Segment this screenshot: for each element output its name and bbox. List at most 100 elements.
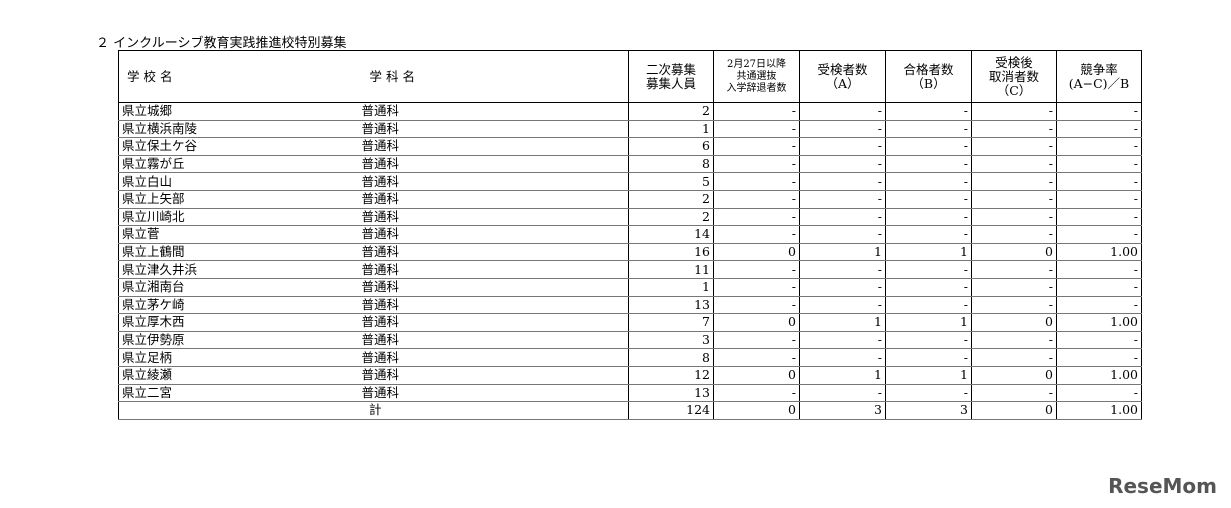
cell: 普通科 xyxy=(361,384,629,403)
cell: 1 xyxy=(799,313,886,332)
cell: 0 xyxy=(971,401,1057,420)
header-line: 入学辞退者数 xyxy=(726,82,787,94)
cell: - xyxy=(1056,384,1142,403)
cell: - xyxy=(971,190,1057,209)
table-row: 県立茅ケ崎 普通科 13- - - - - xyxy=(118,296,1142,315)
cell: 124 xyxy=(628,401,714,420)
cell: - xyxy=(713,137,800,156)
table-row: 県立霧が丘 普通科 8- - - - - xyxy=(118,155,1142,174)
header-line: 競争率 xyxy=(1080,61,1118,77)
cell: - xyxy=(713,102,800,121)
table-row: 県立上鶴間 普通科 16 0 1 1 0 1.00 xyxy=(118,243,1142,262)
cell: 普通科 xyxy=(361,260,629,279)
cell: 11 xyxy=(628,260,714,279)
cell: - xyxy=(799,278,886,297)
cell: 普通科 xyxy=(361,243,629,262)
cell: - xyxy=(885,190,972,209)
table-row: 県立二宮 普通科 13- - - - - xyxy=(118,384,1142,403)
cell: 県立湘南台 xyxy=(118,278,362,297)
cell: - xyxy=(885,260,972,279)
table-row: 県立横浜南陵 普通科 1- - - - - xyxy=(118,120,1142,139)
cell: - xyxy=(885,278,972,297)
cell: 普通科 xyxy=(361,348,629,367)
cell: 普通科 xyxy=(361,102,629,121)
header-line: （B） xyxy=(911,75,946,91)
cell: 1.00 xyxy=(1056,366,1142,385)
cell: - xyxy=(1056,296,1142,315)
cell: 県立白山 xyxy=(118,172,362,191)
cell: - xyxy=(1056,172,1142,191)
cell: 県立伊勢原 xyxy=(118,331,362,350)
cell: 県立津久井浜 xyxy=(118,260,362,279)
cell: - xyxy=(1056,155,1142,174)
cell: 普通科 xyxy=(361,155,629,174)
header-cell: 合格者数 （B） xyxy=(885,50,972,103)
cell: 県立二宮 xyxy=(118,384,362,403)
header-cell: 受検後 取消者数 （C） xyxy=(971,50,1057,103)
header-line: 学 校 名 xyxy=(127,68,173,84)
cell: 0 xyxy=(713,313,800,332)
cell: - xyxy=(713,348,800,367)
cell: 県立厚木西 xyxy=(118,313,362,332)
header-cell: 二次募集 募集人員 xyxy=(628,50,714,103)
cell: - xyxy=(799,208,886,227)
cell: 13 xyxy=(628,296,714,315)
table-row: 県立白山 普通科 5- - - - - xyxy=(118,172,1142,191)
header-line: 受検後 xyxy=(995,54,1033,70)
header-cell: 競争率 (A−C)／B xyxy=(1056,50,1142,103)
cell: 5 xyxy=(628,172,714,191)
cell: 1 xyxy=(885,243,972,262)
cell: - xyxy=(799,155,886,174)
cell: - xyxy=(971,348,1057,367)
cell: 3 xyxy=(628,331,714,350)
header-line: 合格者数 xyxy=(903,61,954,77)
cell: 普通科 xyxy=(361,278,629,297)
cell: - xyxy=(885,331,972,350)
cell: - xyxy=(885,384,972,403)
cell: 0 xyxy=(971,313,1057,332)
table-row: 県立足柄 普通科 8- - - - - xyxy=(118,348,1142,367)
cell: 1.00 xyxy=(1056,313,1142,332)
cell: - xyxy=(713,331,800,350)
cell: - xyxy=(971,331,1057,350)
watermark: ReseMom xyxy=(1108,474,1217,498)
table-row: 県立伊勢原 普通科 3- - - - - xyxy=(118,331,1142,350)
cell: 13 xyxy=(628,384,714,403)
table-row: 県立津久井浜 普通科 11- - - - - xyxy=(118,260,1142,279)
cell: 1.00 xyxy=(1056,401,1142,420)
cell: - xyxy=(971,208,1057,227)
cell: 普通科 xyxy=(361,225,629,244)
cell: - xyxy=(1056,225,1142,244)
cell: 計 xyxy=(118,401,629,420)
cell: - xyxy=(799,190,886,209)
cell: - xyxy=(971,278,1057,297)
header-row: 学 校 名学 科 名二次募集 募集人員 2月27日以降 共通選抜 入学辞退者数 受検者数（… xyxy=(118,50,1142,103)
cell: - xyxy=(971,384,1057,403)
header-line: (A−C)／B xyxy=(1068,75,1130,91)
cell: - xyxy=(713,208,800,227)
header-line: 受検者数 xyxy=(817,61,868,77)
cell: - xyxy=(799,225,886,244)
cell: 普通科 xyxy=(361,313,629,332)
cell: 普通科 xyxy=(361,331,629,350)
cell: - xyxy=(1056,102,1142,121)
cell: - xyxy=(885,155,972,174)
cell: - xyxy=(971,155,1057,174)
header-cell: 2月27日以降 共通選抜 入学辞退者数 xyxy=(713,50,800,103)
cell: 県立綾瀬 xyxy=(118,366,362,385)
cell: 1 xyxy=(799,243,886,262)
cell: 7 xyxy=(628,313,714,332)
cell: - xyxy=(1056,190,1142,209)
cell: - xyxy=(971,120,1057,139)
table-row: 県立厚木西 普通科 7 0 1 1 0 1.00 xyxy=(118,313,1142,332)
cell: 0 xyxy=(713,243,800,262)
cell: - xyxy=(971,137,1057,156)
table-body: 県立城郷 普通科 2- - - - - 県立横浜南陵 普通科 1- - - - - 県立保土ケ谷 普通科 6- -… xyxy=(118,102,1142,420)
cell: 県立横浜南陵 xyxy=(118,120,362,139)
cell: 普通科 xyxy=(361,366,629,385)
cell: - xyxy=(885,348,972,367)
cell: - xyxy=(713,296,800,315)
cell: 2 xyxy=(628,102,714,121)
table-row: 県立菅 普通科 14- - - - - xyxy=(118,225,1142,244)
